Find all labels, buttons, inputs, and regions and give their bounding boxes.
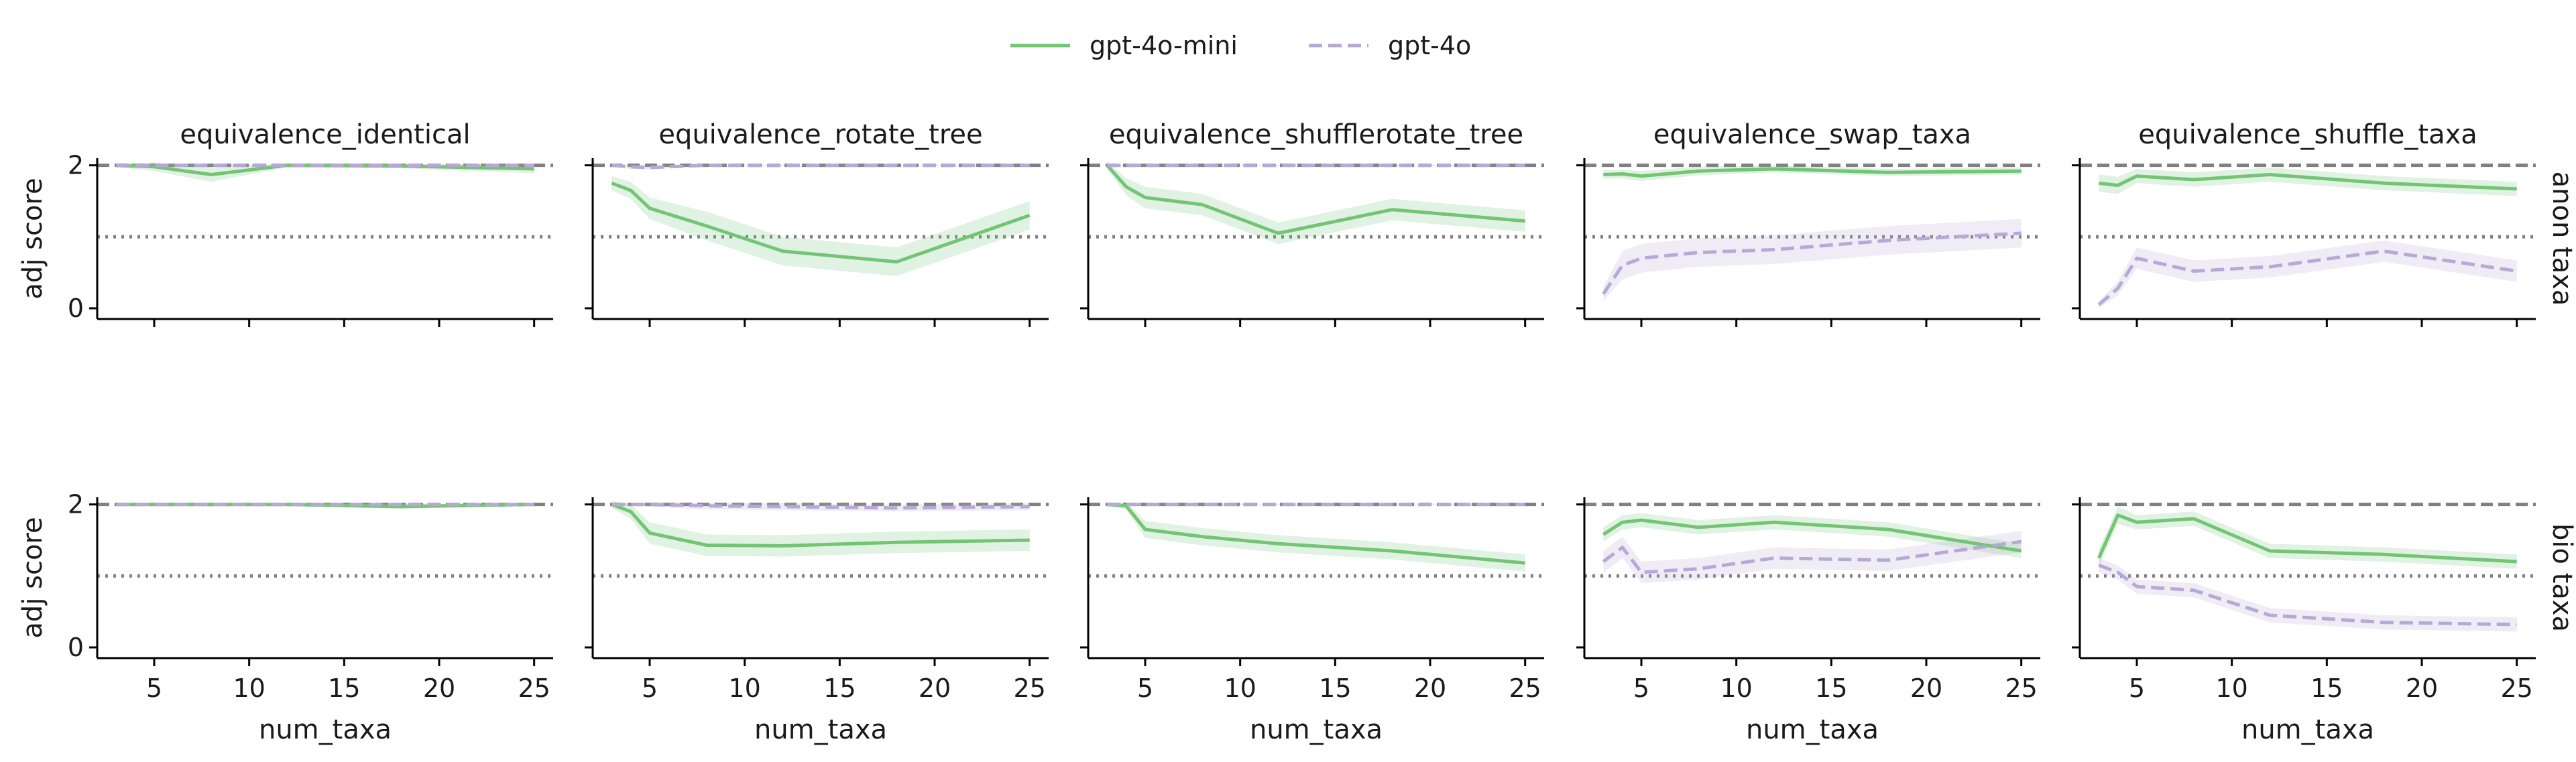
series-line-gpt-4o [2098, 563, 2517, 627]
x-tick-label: 15 [1319, 674, 1351, 703]
x-axis-label: num_taxa [1746, 714, 1879, 745]
series-line-gpt-4o-mini [1106, 164, 1525, 235]
series-line-gpt-4o-mini [611, 503, 1030, 548]
panel-equivalence_rotate_tree-anon-taxa: equivalence_rotate_tree [585, 119, 1049, 327]
x-tick-label: 5 [2129, 674, 2145, 703]
y-tick-label: 2 [68, 151, 84, 180]
legend: gpt-4o-mini gpt-4o [1010, 31, 1471, 60]
confidence-band-gpt-4o-mini [1603, 513, 2022, 558]
x-tick-label: 5 [1633, 674, 1649, 703]
series-line-gpt-4o [1602, 231, 2022, 296]
x-tick-label: 25 [2005, 674, 2037, 703]
y-tick-label: 0 [68, 633, 84, 662]
series-line-gpt-4o-mini [1602, 518, 2022, 553]
x-tick-label: 15 [1815, 674, 1847, 703]
panel-equivalence_shufflerotate_tree-anon-taxa: equivalence_shufflerotate_tree [1080, 119, 1544, 327]
x-tick-label: 15 [823, 674, 856, 703]
x-tick-label: 20 [423, 674, 455, 703]
x-tick-label: 20 [1910, 674, 1942, 703]
legend-label-gpt-4o-mini: gpt-4o-mini [1090, 31, 1238, 60]
panel-equivalence_swap_taxa-anon-taxa: equivalence_swap_taxa [1576, 119, 2040, 327]
series-line-gpt-4o-mini [1603, 167, 2022, 178]
series-line-gpt-4o [2097, 249, 2518, 306]
column-title: equivalence_shuffle_taxa [2138, 119, 2477, 150]
x-tick-label: 15 [328, 674, 360, 703]
x-axis-label: num_taxa [2241, 714, 2374, 745]
x-axis-label: num_taxa [259, 714, 392, 745]
column-title: equivalence_rotate_tree [658, 119, 982, 150]
row-label: anon taxa [2546, 172, 2576, 306]
y-tick-label: 2 [68, 490, 84, 519]
confidence-band-gpt-4o [2099, 240, 2517, 308]
x-tick-label: 10 [1720, 674, 1752, 703]
x-tick-label: 10 [728, 674, 760, 703]
x-axis-label: num_taxa [754, 714, 887, 745]
x-tick-label: 20 [2406, 674, 2438, 703]
x-tick-label: 5 [642, 674, 658, 703]
x-tick-label: 25 [1509, 674, 1541, 703]
confidence-band-gpt-4o-mini [2099, 167, 2517, 196]
panel-equivalence_shufflerotate_tree-bio-taxa: 5 10 15 20 25 num_taxa [1080, 497, 1544, 745]
x-tick-label: 20 [1414, 674, 1446, 703]
y-axis-label: adj score [17, 517, 48, 638]
series-line-gpt-4o [611, 164, 1030, 170]
x-tick-label: 10 [2215, 674, 2247, 703]
panel-equivalence_shuffle_taxa-bio-taxa: 5 10 15 20 25 num_taxa bio taxa [2072, 497, 2576, 745]
series-line-gpt-4o [1602, 539, 2022, 574]
legend-label-gpt-4o: gpt-4o [1388, 31, 1471, 60]
x-tick-label: 25 [2500, 674, 2532, 703]
x-tick-label: 20 [919, 674, 951, 703]
series-line-gpt-4o [611, 503, 1030, 510]
y-tick-label: 0 [68, 294, 84, 323]
column-title: equivalence_shufflerotate_tree [1109, 119, 1523, 150]
panel-equivalence_rotate_tree-bio-taxa: 5 10 15 20 25 num_taxa [585, 497, 1049, 745]
series-line-gpt-4o-mini [116, 503, 534, 509]
row-label: bio taxa [2546, 523, 2576, 632]
confidence-band-gpt-4o [1603, 531, 2022, 583]
x-tick-label: 15 [2310, 674, 2343, 703]
panel-equivalence_swap_taxa-bio-taxa: 5 10 15 20 25 num_taxa [1576, 497, 2040, 745]
series-line-gpt-4o-mini [1107, 503, 1525, 565]
series-line-gpt-4o-mini [2099, 173, 2517, 191]
x-tick-label: 10 [1224, 674, 1256, 703]
column-title: equivalence_swap_taxa [1653, 119, 1971, 150]
x-tick-label: 25 [518, 674, 550, 703]
panel-equivalence_identical-anon-taxa: equivalence_identical 0 2 adj score [17, 119, 553, 327]
x-tick-label: 5 [146, 674, 162, 703]
x-tick-label: 25 [1013, 674, 1045, 703]
x-tick-label: 10 [233, 674, 265, 703]
y-axis-label: adj score [17, 178, 48, 299]
x-tick-label: 5 [1137, 674, 1153, 703]
x-axis-label: num_taxa [1250, 714, 1383, 745]
column-title: equivalence_identical [180, 119, 470, 150]
series-line-gpt-4o-mini [611, 181, 1031, 264]
series-line-gpt-4o-mini [2097, 513, 2517, 564]
